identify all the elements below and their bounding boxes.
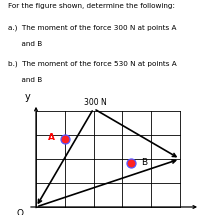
Text: and B: and B [8, 41, 42, 47]
Text: 300 N: 300 N [84, 98, 107, 107]
Text: and B: and B [8, 77, 42, 83]
Text: y: y [25, 92, 31, 101]
Text: b.)  The moment of the force 530 N at points A: b.) The moment of the force 530 N at poi… [8, 60, 177, 67]
Text: A: A [48, 133, 55, 142]
Text: B: B [141, 158, 147, 167]
Text: O: O [16, 209, 24, 215]
Text: a.)  The moment of the force 300 N at points A: a.) The moment of the force 300 N at poi… [8, 25, 177, 31]
Text: For the figure shown, determine the following:: For the figure shown, determine the foll… [8, 3, 175, 9]
